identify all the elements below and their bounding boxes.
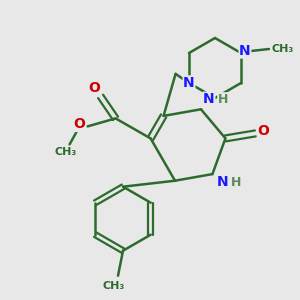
Text: N: N [217,175,228,189]
Text: O: O [257,124,269,138]
Text: N: N [239,44,251,58]
Text: O: O [74,117,86,131]
Text: CH₃: CH₃ [272,44,294,54]
Text: CH₃: CH₃ [103,281,125,291]
Text: H: H [218,93,228,106]
Text: N: N [183,76,195,90]
Text: N: N [203,92,215,106]
Text: CH₃: CH₃ [55,147,77,158]
Text: H: H [231,176,242,189]
Text: O: O [88,81,101,95]
